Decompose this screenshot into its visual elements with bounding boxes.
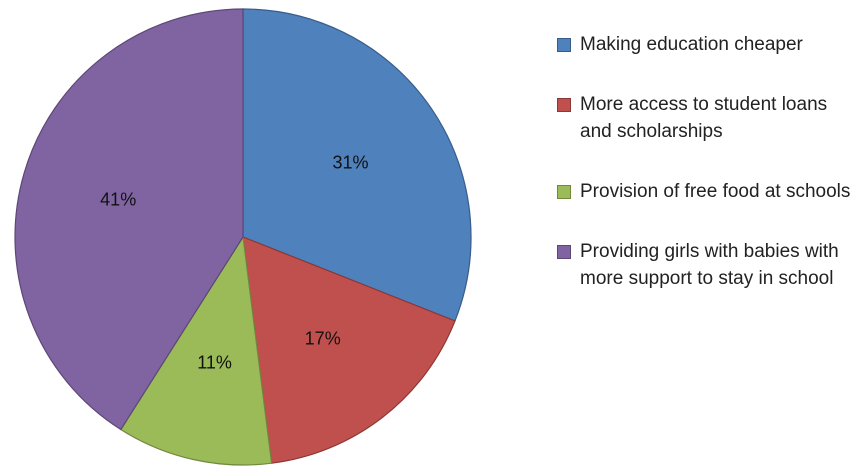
legend-swatch-free-food: [557, 185, 571, 199]
legend: Making education cheaper More access to …: [556, 31, 856, 325]
legend-item-making-education-cheaper: Making education cheaper: [556, 31, 856, 58]
legend-label-student-loans: More access to student loans and scholar…: [580, 94, 828, 142]
legend-label-making-education-cheaper: Making education cheaper: [580, 34, 803, 55]
data-label-student-loans: 17%: [305, 328, 341, 348]
data-label-girls-support: 41%: [100, 189, 136, 209]
data-label-free-food: 11%: [197, 353, 232, 373]
pie-slice-making-education-cheaper: [242, 8, 472, 322]
legend-label-girls-support: Providing girls with babies with more su…: [580, 241, 839, 289]
pie-slice-student-loans: [242, 236, 456, 464]
legend-item-free-food: Provision of free food at schools: [556, 178, 856, 205]
legend-label-free-food: Provision of free food at schools: [580, 181, 851, 202]
pie-chart: 31% 17% 11% 41%: [14, 8, 472, 466]
legend-swatch-making-education-cheaper: [557, 38, 571, 52]
data-label-making-education-cheaper: 31%: [332, 153, 368, 173]
pie-slice-girls-support: [14, 8, 244, 431]
pie-slice-free-food: [120, 235, 273, 466]
legend-item-student-loans: More access to student loans and scholar…: [556, 91, 856, 145]
legend-swatch-girls-support: [557, 245, 571, 259]
legend-item-girls-support: Providing girls with babies with more su…: [556, 238, 856, 292]
legend-swatch-student-loans: [557, 98, 571, 112]
